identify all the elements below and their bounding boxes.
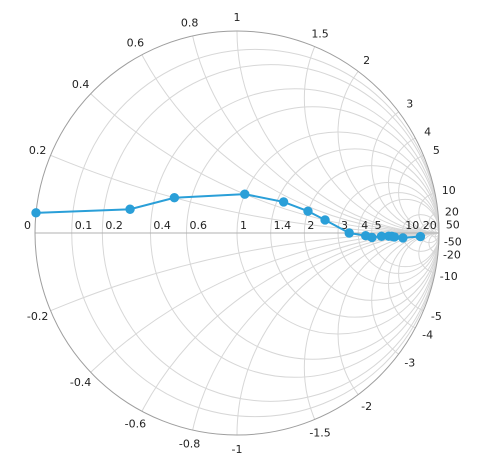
resistance-label: 0 [24,219,31,232]
series-point[interactable] [320,215,330,225]
reactance-label-positive: 50 [446,218,460,231]
reactance-label-positive: 0.6 [127,36,145,49]
series-point[interactable] [398,233,408,243]
reactance-label-negative: -3 [404,357,415,370]
series-point[interactable] [31,208,41,218]
reactance-arc [101,232,439,435]
reactance-label-negative: -50 [444,236,462,249]
reactance-label-positive: 2 [363,54,370,67]
series-point[interactable] [278,197,289,207]
resistance-label: 0.6 [190,219,208,232]
label-layer: 0 0.1 0.2 0.4 0.6 1 1.4 2 3 4 5 10 200.20.40.60.8 11.… [24,11,462,456]
outer-circle [34,30,440,436]
reactance-label-positive: 1.5 [311,28,329,41]
reactance-label-negative: -2 [361,400,372,413]
series-point[interactable] [125,204,135,214]
resistance-label: 2 [307,219,314,232]
reactance-arc [388,232,439,335]
reactance-label-positive: 0.4 [72,78,90,91]
resistance-label: 3 [341,219,348,232]
resistance-label: 4 [361,219,368,232]
reactance-label-negative: -0.8 [179,438,200,451]
reactance-label-positive: 4 [424,125,431,138]
resistance-label: 1.4 [274,219,292,232]
series-point[interactable] [169,193,180,203]
reactance-label-negative: -4 [422,329,433,342]
series-point[interactable] [303,206,313,216]
reactance-label-negative: -20 [443,249,461,262]
series-point[interactable] [415,231,426,242]
reactance-label-negative: -1 [232,443,243,456]
reactance-label-positive: 20 [445,205,459,218]
resistance-label: 20 [423,219,437,232]
reactance-label-positive: 0.8 [181,16,199,29]
reactance-label-negative: -10 [440,270,458,283]
series-point[interactable] [240,189,250,199]
reactance-label-negative: -0.6 [125,418,146,431]
reactance-label-positive: 10 [442,184,456,197]
reactance-arc [371,97,439,234]
reactance-label-positive: 3 [406,97,413,110]
series-layer [31,189,426,243]
reactance-arc [398,232,439,315]
reactance-label-negative: -5 [431,310,442,323]
reactance-label-negative: -0.4 [70,376,91,389]
reactance-label-negative: -1.5 [309,426,330,439]
reactance-arc [337,232,439,435]
resistance-label: 0.2 [105,219,123,232]
reactance-arc [186,31,439,234]
resistance-label: 0.1 [75,219,93,232]
reactance-arc [398,151,439,234]
resistance-label: 10 [405,219,419,232]
resistance-label: 0.4 [153,219,171,232]
series-point[interactable] [367,232,377,243]
series-point[interactable] [344,228,354,238]
series-point[interactable] [389,232,400,242]
reactance-label-positive: 0.2 [29,144,47,157]
reactance-arc [337,31,439,234]
reactance-label-positive: 1 [234,11,241,24]
reactance-arc [371,232,439,369]
resistance-label: 1 [240,219,247,232]
reactance-arc [388,131,439,234]
reactance-label-positive: 5 [433,144,440,157]
resistance-label: 5 [375,219,382,232]
reactance-label-negative: -0.2 [27,310,48,323]
